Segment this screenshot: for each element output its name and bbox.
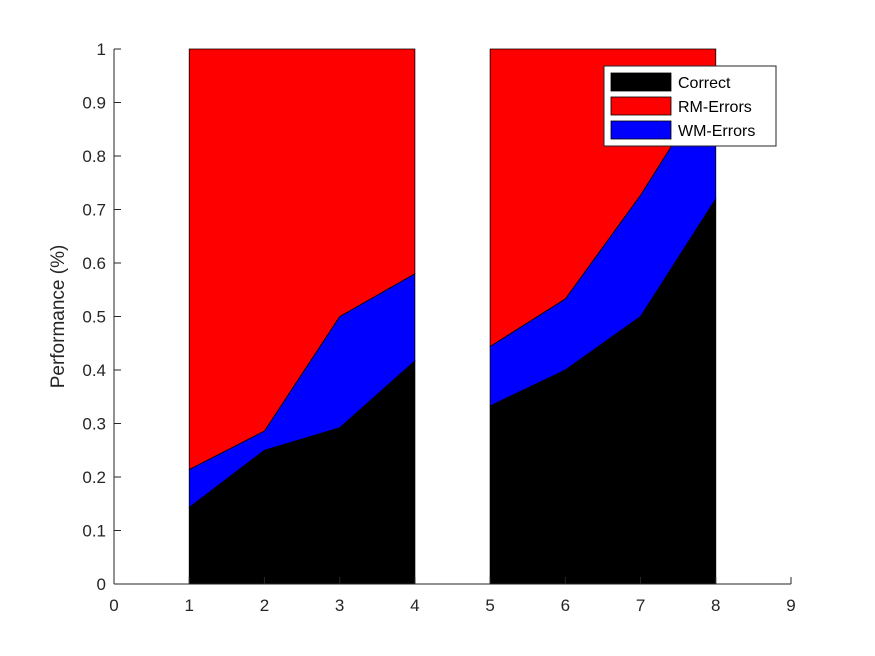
legend-label-wm-errors: WM-Errors [678,123,755,140]
y-tick-label: 0.1 [82,522,106,541]
x-tick-label: 2 [260,596,269,615]
x-tick-label: 5 [485,596,494,615]
y-tick-label: 0.5 [82,308,106,327]
legend-swatch-rm-errors [610,96,672,116]
legend: Correct RM-Errors WM-Errors [603,65,777,147]
y-tick-label: 0.2 [82,468,106,487]
legend-label-rm-errors: RM-Errors [678,99,752,116]
x-tick-label: 1 [184,596,193,615]
x-tick-label: 7 [636,596,645,615]
legend-label-correct: Correct [678,75,731,92]
legend-swatch-correct [610,72,672,92]
y-tick-label: 1 [97,40,106,59]
x-tick-label: 3 [335,596,344,615]
y-tick-label: 0 [97,575,106,594]
y-tick-label: 0.7 [82,201,106,220]
x-tick-label: 6 [561,596,570,615]
y-axis-label: Performance (%) [48,245,69,389]
x-tick-label: 9 [786,596,795,615]
area-rm-errors-group-1 [188,48,416,471]
y-tick-label: 0.3 [82,415,106,434]
y-tick-label: 0.8 [82,147,106,166]
x-tick-label: 4 [410,596,419,615]
y-tick-label: 0.9 [82,94,106,113]
x-tick-label: 8 [711,596,720,615]
axes: 0 1 2 3 4 5 6 7 8 9 0 0.1 0.2 0.3 0.4 0.5 0.6 0.7 0.8 0.9 1 [82,40,795,615]
x-tick-label: 0 [109,596,118,615]
area-layers [188,48,717,585]
legend-swatch-wm-errors [610,120,672,140]
y-tick-label: 0.4 [82,361,106,380]
y-tick-label: 0.6 [82,254,106,273]
